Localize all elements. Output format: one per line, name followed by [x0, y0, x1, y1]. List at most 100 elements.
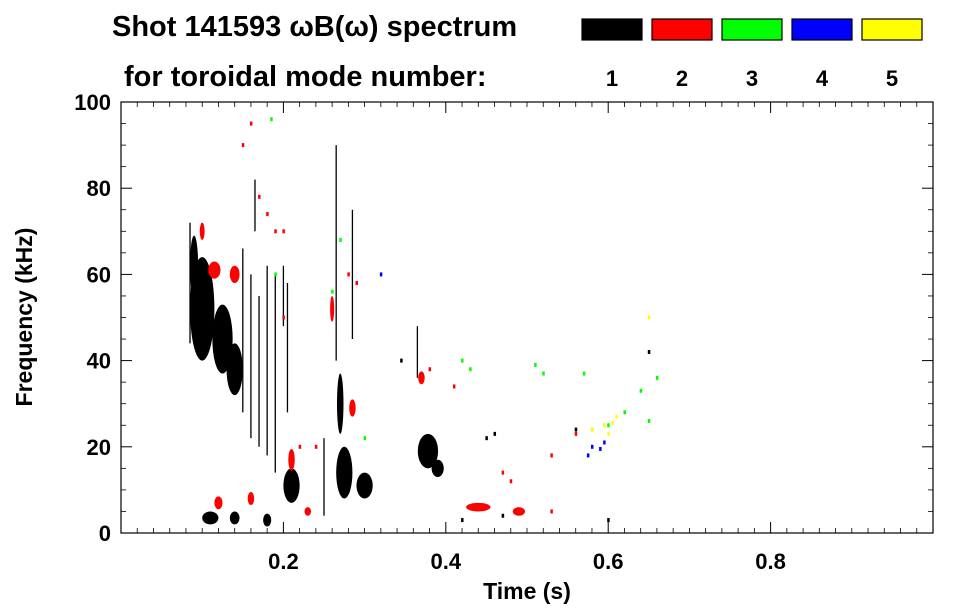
mode-2-blob-2	[199, 222, 205, 240]
mode-2-blob-8	[304, 507, 312, 516]
mode-2-point-5	[314, 444, 318, 449]
mode-1-point-2	[485, 436, 488, 441]
mode-5-point-0	[590, 427, 594, 432]
mode-1-blob-6	[356, 472, 373, 499]
x-tick-label: 0.2	[268, 549, 299, 574]
mode-1-point-4	[400, 358, 403, 363]
mode-2-point-10	[501, 470, 505, 475]
mode-3-point-8	[639, 388, 643, 393]
mode-3-point-10	[647, 418, 651, 423]
mode-1-point-3	[493, 431, 497, 436]
plot-area	[189, 117, 659, 527]
mode-1-blob-5	[336, 446, 353, 499]
mode-2-blob-0	[208, 261, 221, 279]
y-tick-label: 100	[74, 90, 111, 115]
axes: 0.2 0.4 0.6 0.8 0 20 40 60 80 100	[74, 90, 933, 574]
mode-2-point-7	[355, 281, 358, 286]
mode-2-blob-7	[247, 492, 255, 505]
mode-1-blob-8	[417, 433, 439, 469]
mode-1-blob-3	[190, 235, 199, 296]
mode-3-point-0	[270, 117, 273, 122]
mode-3-point-6	[534, 362, 537, 367]
mode-1-blob-10	[202, 511, 219, 525]
legend-swatch-4	[791, 18, 853, 41]
series-1	[189, 145, 651, 527]
mode-3-point-7	[582, 371, 586, 376]
mode-2-point-13	[574, 431, 578, 436]
x-tick-label: 0.6	[593, 549, 624, 574]
y-tick-label: 0	[99, 521, 111, 546]
mode-2-point-1	[266, 212, 269, 217]
mode-5-point-4	[647, 315, 651, 320]
mode-2-point-17	[241, 143, 245, 148]
legend-swatch-1	[581, 18, 643, 41]
legend-label-2: 2	[676, 66, 688, 91]
mode-3-point-14	[607, 423, 610, 428]
legend: 1 2 3 4 5	[581, 18, 923, 91]
mode-1-blob-9	[431, 459, 444, 477]
mode-1-blob-7	[336, 373, 344, 434]
mode-1-point-0	[501, 513, 505, 518]
mode-1-blob-11	[229, 511, 240, 525]
mode-3-point-2	[339, 237, 342, 242]
mode-4-point-0	[586, 453, 590, 458]
mode-3-point-4	[469, 367, 472, 372]
mode-5-point-5	[607, 431, 610, 436]
mode-2-point-9	[452, 384, 456, 389]
mode-2-point-18	[249, 121, 253, 126]
mode-2-blob-6	[214, 496, 223, 510]
mode-5-point-1	[603, 423, 606, 428]
mode-2-point-2	[274, 229, 277, 234]
mode-3-point-11	[363, 436, 367, 441]
legend-label-4: 4	[816, 66, 829, 91]
mode-1-blob-2	[226, 343, 243, 396]
x-tick-label: 0.4	[431, 549, 462, 574]
mode-2-point-16	[282, 229, 285, 234]
title-line1: Shot 141593 ωB(ω) spectrum	[112, 11, 517, 43]
mode-2-blob-3	[288, 448, 295, 471]
mode-2-point-0	[258, 194, 261, 199]
mode-3-point-5	[542, 371, 545, 376]
series-4	[379, 272, 606, 458]
mode-3-point-9	[655, 375, 659, 380]
mode-2-blob-4	[349, 399, 356, 417]
mode-3-point-13	[623, 410, 626, 415]
mode-3-point-3	[461, 358, 464, 363]
mode-4-point-1	[599, 446, 602, 451]
mode-5-point-2	[611, 421, 614, 426]
y-tick-label: 60	[87, 262, 111, 287]
legend-swatch-5	[861, 18, 923, 41]
legend-swatch-3	[721, 18, 783, 41]
mode-2-point-4	[298, 444, 302, 449]
mode-3-point-1	[274, 272, 277, 277]
mode-4-point-2	[603, 440, 606, 445]
mode-2-blob-5	[418, 371, 425, 385]
mode-1-blob-12	[263, 513, 272, 527]
y-tick-label: 20	[87, 435, 111, 460]
mode-1-point-6	[647, 349, 651, 354]
legend-label-3: 3	[746, 66, 758, 91]
mode-2-point-6	[347, 272, 350, 277]
mode-2-point-3	[282, 315, 285, 320]
mode-2-blob-11	[330, 295, 335, 322]
mode-3-point-12	[331, 289, 334, 294]
mode-2-blob-1	[229, 265, 240, 284]
mode-4-point-4	[590, 444, 594, 449]
title-line2: for toroidal mode number:	[124, 61, 487, 93]
legend-label-1: 1	[606, 66, 618, 91]
series-5	[590, 315, 651, 436]
mode-2-blob-10	[512, 507, 525, 516]
legend-label-5: 5	[886, 66, 898, 91]
y-tick-label: 40	[87, 349, 111, 374]
mode-5-point-3	[615, 414, 618, 419]
series-3	[270, 117, 659, 441]
mode-1-point-5	[574, 427, 578, 432]
mode-2-point-11	[509, 479, 513, 484]
y-axis-label: Frequency (kHz)	[11, 228, 37, 407]
mode-1-blob-1	[212, 304, 233, 374]
mode-1-point-7	[461, 518, 464, 523]
mode-2-point-8	[428, 367, 432, 372]
mode-2-point-12	[550, 453, 553, 458]
x-tick-label: 0.8	[755, 549, 786, 574]
